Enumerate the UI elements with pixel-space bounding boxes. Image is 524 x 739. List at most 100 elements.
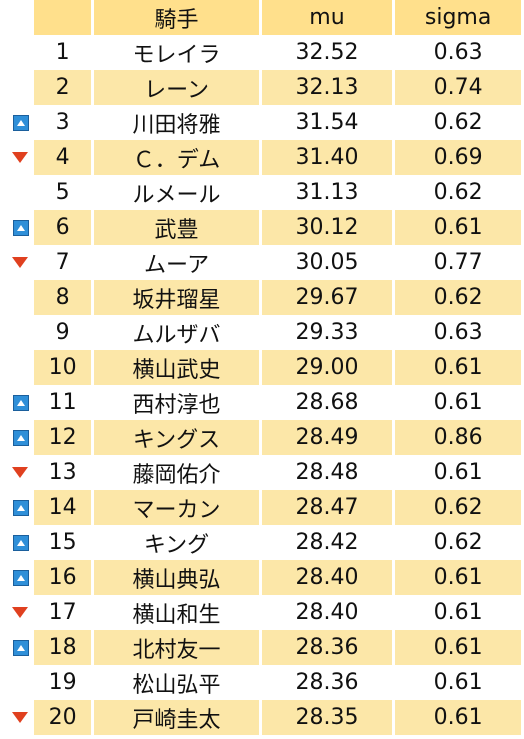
sigma-cell: 0.77 [433,250,483,275]
rank-cell: 9 [55,320,70,345]
rank-cell: 3 [55,110,70,135]
rank-cell: 16 [33,560,92,595]
mu-cell: 29.33 [295,320,359,345]
trend-cell [3,630,31,665]
rank-cell: 11 [48,390,77,415]
trend-cell [3,245,31,280]
rank-up-icon [13,429,29,446]
rank-down-icon [12,467,28,478]
rank-cell: 10 [33,350,92,385]
rank-cell: 13 [48,460,77,485]
trend-cell [3,70,31,105]
mu-cell: 28.35 [261,700,393,735]
rank-header [33,0,92,35]
table-row: 6 武豊 30.12 0.61 [3,210,521,245]
trend-cell [3,350,31,385]
rank-cell: 6 [33,210,92,245]
jockey-name-cell: 藤岡佑介 [132,462,221,488]
rank-cell: 20 [33,700,92,735]
rank-cell: 17 [48,600,77,625]
trend-cell [3,140,31,175]
rank-cell: 1 [55,40,70,65]
jockey-name-cell: 戸崎圭太 [94,700,259,735]
jockey-name-cell: ムルザバ [132,322,221,348]
jockey-name-cell: 横山典弘 [94,560,259,595]
mu-cell: 32.52 [295,40,359,65]
trend-cell [3,665,31,700]
trend-cell [3,560,31,595]
jockey-name-cell: ムーア [143,252,210,278]
table-row: 11 西村淳也 28.68 0.61 [3,385,521,420]
sigma-cell: 0.61 [433,670,483,695]
table-row: 14 マーカン 28.47 0.62 [3,490,521,525]
table-row: 18 北村友一 28.36 0.61 [3,630,521,665]
jockey-name-cell: 川田将雅 [132,112,221,138]
rank-down-icon [12,257,28,268]
mu-cell: 28.36 [295,670,359,695]
table-row: 13 藤岡佑介 28.48 0.61 [3,455,521,490]
sigma-cell: 0.62 [433,180,483,205]
table-row: 15 キング 28.42 0.62 [3,525,521,560]
trend-cell [3,315,31,350]
trend-cell [3,35,31,70]
trend-cell [3,595,31,630]
table-row: 19 松山弘平 28.36 0.61 [3,665,521,700]
table-row: 2 レーン 32.13 0.74 [3,70,521,105]
sigma-cell: 0.61 [433,460,483,485]
rank-down-icon [12,607,28,618]
jockey-name-header: 騎手 [94,0,259,35]
sigma-cell: 0.61 [395,630,521,665]
mu-cell: 29.67 [261,280,393,315]
table-row: 17 横山和生 28.40 0.61 [3,595,521,630]
sigma-cell: 0.86 [395,420,521,455]
mu-cell: 29.00 [261,350,393,385]
rank-up-icon [13,219,29,236]
rank-up-icon [13,534,29,551]
sigma-cell: 0.61 [395,210,521,245]
table-row: 4 Ｃ．デム 31.40 0.69 [3,140,521,175]
sigma-cell: 0.62 [433,530,483,555]
table-row: 10 横山武史 29.00 0.61 [3,350,521,385]
trend-cell [3,455,31,490]
jockey-name-cell: キング [143,532,210,558]
mu-header: mu [261,0,393,35]
jockey-name-cell: 北村友一 [94,630,259,665]
sigma-cell: 0.69 [395,140,521,175]
sigma-header: sigma [395,0,521,35]
rank-up-icon [13,569,29,586]
trend-cell [3,175,31,210]
table-row: 12 キングス 28.49 0.86 [3,420,521,455]
jockey-name-cell: マーカン [94,490,259,525]
rank-down-icon [12,152,28,163]
table-row: 3 川田将雅 31.54 0.62 [3,105,521,140]
rank-up-icon [13,114,29,131]
mu-cell: 28.36 [261,630,393,665]
mu-cell: 28.49 [261,420,393,455]
jockey-name-cell: キングス [94,420,259,455]
mu-cell: 31.54 [295,110,359,135]
trend-cell [3,525,31,560]
mu-cell: 32.13 [261,70,393,105]
rank-cell: 5 [55,180,70,205]
jockey-name-cell: 坂井瑠星 [94,280,259,315]
rank-cell: 8 [33,280,92,315]
jockey-name-cell: 横山武史 [94,350,259,385]
table-row: 1 モレイラ 32.52 0.63 [3,35,521,70]
sigma-cell: 0.61 [433,600,483,625]
sigma-cell: 0.62 [395,490,521,525]
mu-cell: 31.40 [261,140,393,175]
table-row: 7 ムーア 30.05 0.77 [3,245,521,280]
rank-up-icon [13,639,29,656]
mu-cell: 28.40 [261,560,393,595]
mu-cell: 28.42 [295,530,359,555]
rank-cell: 2 [33,70,92,105]
rank-up-icon [13,394,29,411]
trend-cell [3,420,31,455]
sigma-cell: 0.63 [433,320,483,345]
trend-header [3,0,31,35]
table-row: 9 ムルザバ 29.33 0.63 [3,315,521,350]
mu-cell: 30.05 [295,250,359,275]
table-row: 5 ルメール 31.13 0.62 [3,175,521,210]
